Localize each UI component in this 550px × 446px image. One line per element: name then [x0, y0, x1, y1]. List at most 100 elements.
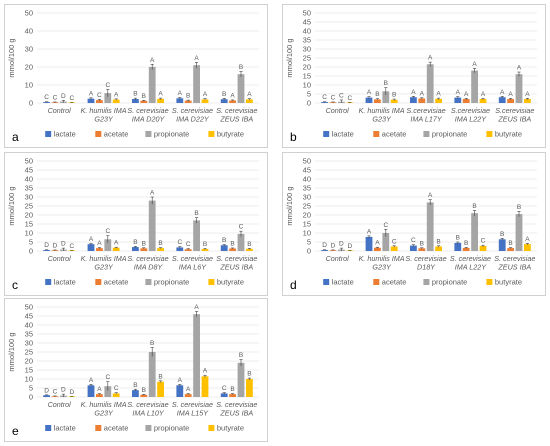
panel-letter: d — [290, 278, 297, 292]
significance-letter: B — [375, 91, 379, 98]
significance-letter: A — [89, 90, 94, 97]
y-axis-title: mmol/100 g — [285, 38, 294, 77]
significance-letter: A — [158, 91, 163, 98]
bar-butyrate — [246, 99, 253, 103]
bar-lactate — [321, 102, 328, 103]
y-tick-label: 35 — [303, 36, 311, 45]
significance-letter: A — [89, 377, 94, 384]
bar-lactate — [132, 247, 139, 251]
bar-butyrate — [479, 99, 487, 103]
significance-letter: B — [142, 387, 146, 394]
significance-letter: A — [178, 377, 183, 384]
significance-letter: D — [69, 389, 74, 396]
bar-propionate — [426, 64, 434, 103]
significance-letter: A — [230, 92, 235, 99]
panel-letter: b — [290, 130, 297, 144]
significance-letter: A — [481, 91, 486, 98]
category-label-line: Control — [48, 254, 72, 263]
y-tick-label: 0 — [307, 99, 311, 108]
legend-swatch-propionate — [145, 425, 152, 431]
bar-butyrate — [68, 250, 76, 251]
bar-acetate — [140, 248, 148, 251]
y-tick-label: 0 — [29, 99, 33, 108]
significance-letter: B — [203, 241, 207, 248]
category-label: K. humilis IMA G23Y — [81, 254, 127, 272]
legend-swatch-butyrate — [486, 279, 493, 285]
y-tick-label: 5 — [307, 238, 311, 247]
bar-acetate — [184, 394, 192, 397]
bar-lactate — [498, 97, 506, 103]
y-tick-label: 30 — [303, 193, 311, 202]
legend-label-lactate: lactate — [332, 130, 354, 139]
category-label-line: S. cerevisiae — [216, 254, 257, 263]
category-label-line: S.cerevisiae — [406, 106, 445, 115]
significance-letter: A — [411, 89, 416, 96]
significance-letter: A — [247, 91, 252, 98]
panel-letter: c — [12, 278, 18, 292]
significance-letter: B — [239, 64, 243, 71]
category-label: Control — [48, 400, 72, 409]
significance-letter: A — [97, 386, 102, 393]
bar-acetate — [418, 248, 426, 251]
significance-letter: A — [436, 91, 441, 98]
y-tick-label: 35 — [25, 330, 33, 339]
category-label-line: Control — [48, 400, 72, 409]
bar-lactate — [87, 385, 95, 397]
bar-propionate — [104, 239, 112, 251]
bar-lactate — [454, 97, 462, 103]
significance-letter: C — [105, 228, 110, 235]
category-label-line: IMA L10Y — [132, 409, 164, 418]
significance-letter: B — [133, 91, 137, 98]
significance-letter: C — [383, 222, 388, 229]
significance-letter: B — [508, 240, 512, 247]
bar-propionate — [471, 70, 478, 103]
legend-swatch-acetate — [95, 131, 102, 137]
y-tick-label: 20 — [25, 357, 33, 366]
y-tick-label: 40 — [25, 175, 33, 184]
significance-letter: C — [411, 237, 416, 244]
panel-letter: a — [12, 130, 19, 144]
category-label-line: S. cerevisiae — [494, 254, 535, 263]
legend-label-butyrate: butyrate — [217, 424, 244, 433]
bar-butyrate — [246, 379, 253, 397]
significance-letter: B — [247, 371, 251, 378]
y-tick-label: 10 — [303, 81, 311, 90]
category-label-line: S. cerevisiae — [405, 254, 446, 263]
significance-letter: D — [61, 93, 66, 100]
category-label-line: IMA L15Y — [177, 409, 209, 418]
y-tick-label: 20 — [25, 63, 33, 72]
bar-butyrate — [157, 98, 164, 103]
significance-letter: B — [392, 92, 396, 99]
legend-label-propionate: propionate — [154, 424, 189, 433]
category-label-line: IMA D8Y — [134, 263, 164, 272]
bar-lactate — [321, 250, 328, 251]
category-label-line: Control — [326, 254, 350, 263]
legend-label-propionate: propionate — [154, 278, 189, 287]
significance-letter: B — [150, 340, 154, 347]
bar-acetate — [96, 394, 103, 397]
category-label: S. cerevisiae ZEUS IBA — [216, 400, 257, 418]
significance-letter: A — [367, 228, 372, 235]
bar-lactate — [365, 236, 373, 251]
category-label-line: G23Y — [372, 263, 392, 272]
significance-letter: A — [525, 91, 530, 98]
bar-acetate — [507, 99, 514, 103]
legend-label-propionate: propionate — [154, 130, 189, 139]
bar-propionate — [471, 213, 478, 251]
category-label: K. humilis IMA G23Y — [359, 106, 405, 124]
category-label: S. cerevisiae IMA L15Y — [172, 400, 213, 418]
legend-swatch-acetate — [95, 279, 102, 285]
significance-letter: B — [222, 237, 226, 244]
bar-lactate — [454, 242, 462, 251]
significance-letter: B — [230, 240, 234, 247]
legend-label-acetate: acetate — [104, 130, 129, 139]
category-label-line: K. humilis IMA — [359, 106, 405, 115]
bar-acetate — [374, 247, 381, 251]
legend-label-butyrate: butyrate — [495, 278, 522, 287]
legend-label-butyrate: butyrate — [217, 130, 244, 139]
y-tick-label: 0 — [29, 247, 33, 256]
category-label-line: G23Y — [94, 409, 114, 418]
y-tick-label: 45 — [303, 18, 311, 27]
